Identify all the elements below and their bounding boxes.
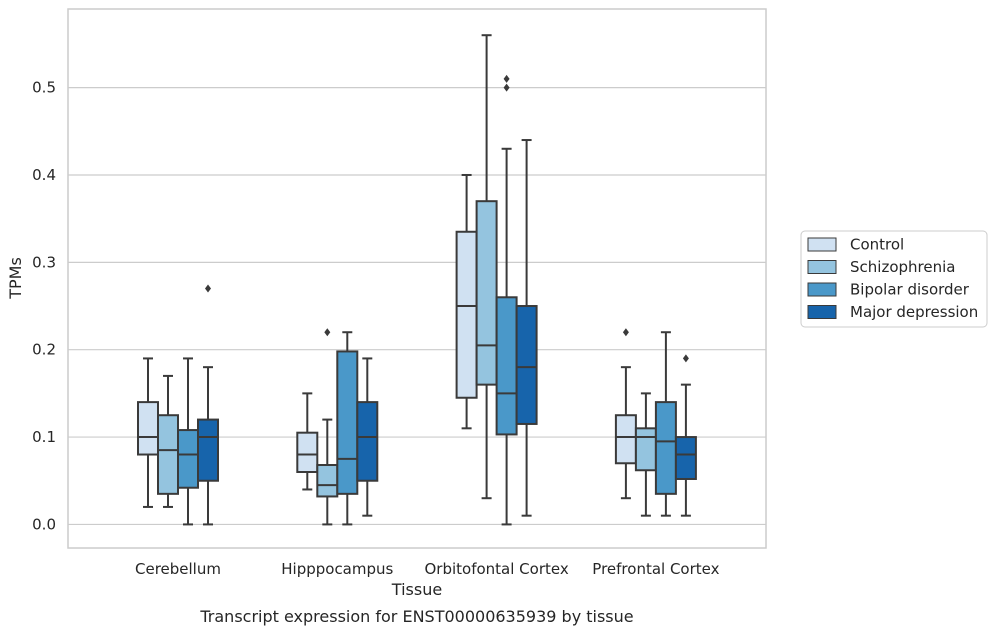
legend-label: Schizophrenia — [850, 258, 955, 276]
y-tick-labels: 0.0 0.1 0.2 0.3 0.4 0.5 — [32, 79, 56, 534]
outlier-point — [622, 328, 629, 337]
box-0-0 — [137, 357, 159, 508]
box-1-0 — [296, 392, 319, 491]
box-0-3 — [197, 284, 219, 526]
legend-swatch — [807, 260, 837, 274]
box-3-1 — [634, 392, 657, 517]
outlier-point — [682, 354, 689, 363]
outlier-point — [205, 284, 211, 293]
box-body — [157, 414, 179, 495]
box-3-0 — [614, 328, 637, 500]
y-tick-label: 0.5 — [32, 79, 56, 97]
box-body — [614, 414, 637, 465]
y-tick-label: 0.4 — [32, 166, 56, 184]
box-1-2 — [336, 331, 359, 526]
box-body — [515, 305, 538, 425]
box-body — [674, 436, 697, 480]
box-0-2 — [177, 357, 199, 526]
plot-frame — [67, 8, 767, 549]
x-tick-label: Hipppocampus — [281, 560, 393, 578]
box-2-3 — [515, 139, 538, 517]
box-body — [197, 418, 219, 482]
y-tick-label: 0.1 — [32, 428, 56, 446]
x-tick-label: Prefrontal Cortex — [592, 560, 719, 578]
y-tick-label: 0.2 — [32, 341, 56, 359]
box-body — [296, 431, 319, 473]
box-2-0 — [455, 173, 478, 430]
legend: Control Schizophrenia Bipolar disorder Majo… — [800, 230, 988, 328]
box-3-2 — [654, 331, 677, 517]
legend-swatch — [807, 305, 837, 319]
chart-caption: Transcript expression for ENST0000063593… — [199, 607, 633, 626]
y-axis-label: TPMs — [6, 257, 25, 300]
outlier-point — [503, 74, 510, 83]
box-body — [455, 230, 478, 399]
x-tick-label: Orbitofontal Cortex — [424, 560, 568, 578]
box-body — [137, 401, 159, 456]
legend-label: Major depression — [850, 303, 978, 321]
box-body — [316, 464, 339, 498]
box-body — [356, 401, 379, 482]
y-tick-label: 0.3 — [32, 253, 56, 271]
outlier-point — [324, 328, 331, 337]
legend-label: Control — [850, 236, 904, 254]
box-body — [495, 296, 518, 436]
box-2-1 — [475, 34, 498, 500]
x-tick-labels: Cerebellum Hipppocampus Orbitofontal Corte… — [135, 560, 720, 578]
box-2-2 — [495, 74, 518, 526]
outlier-point — [503, 83, 510, 92]
box-body — [336, 350, 359, 495]
legend-swatch — [807, 282, 837, 297]
box-1-3 — [356, 357, 379, 517]
legend-frame — [800, 230, 988, 328]
box-body — [654, 401, 677, 495]
box-body — [177, 429, 199, 489]
box-body — [475, 200, 498, 386]
x-tick-label: Cerebellum — [135, 560, 221, 578]
x-axis-label: Tissue — [391, 580, 442, 599]
box-3-3 — [674, 354, 697, 517]
box-layer — [137, 34, 697, 526]
y-tick-label: 0.0 — [32, 515, 56, 533]
box-body — [634, 427, 657, 472]
legend-label: Bipolar disorder — [850, 281, 970, 299]
legend-swatch — [807, 237, 837, 252]
